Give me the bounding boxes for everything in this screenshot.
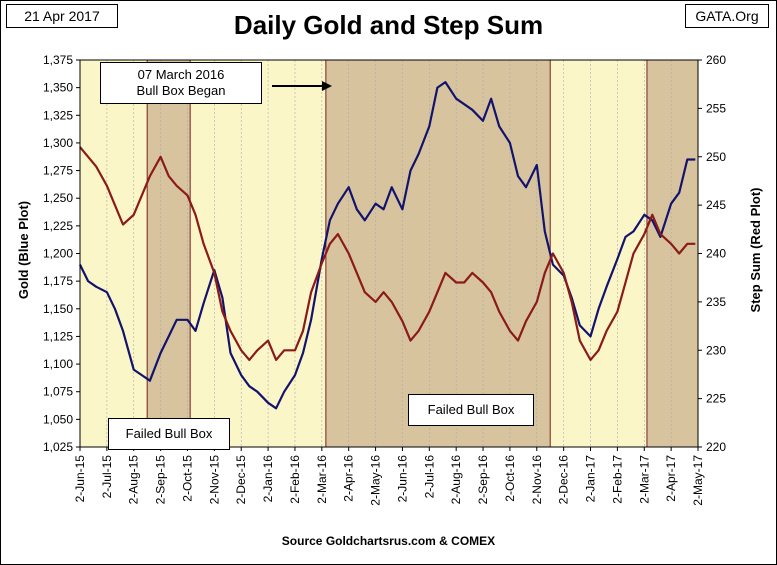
left-tick-label: 1,075 xyxy=(43,385,73,399)
right-tick-label: 240 xyxy=(706,247,726,261)
x-tick-label: 2-Aug-16 xyxy=(449,455,463,505)
right-axis-title: Step Sum (Red Plot) xyxy=(748,188,763,313)
shaded-box-2 xyxy=(646,59,699,448)
failed-bull-box-mid: Failed Bull Box xyxy=(408,394,534,426)
step-sum-series-line xyxy=(79,146,696,361)
x-tick-label: 2-Oct-15 xyxy=(180,455,194,502)
shaded-box-1 xyxy=(325,59,551,448)
date-label: 21 Apr 2017 xyxy=(6,4,118,28)
x-tick-label: 2-Jan-16 xyxy=(261,455,275,503)
right-tick-label: 245 xyxy=(706,198,726,212)
x-tick-label: 2-Apr-17 xyxy=(664,455,678,502)
x-tick-label: 2-Dec-16 xyxy=(557,455,571,505)
x-tick-label: 2-Apr-16 xyxy=(342,455,356,502)
x-tick-label: 2-Feb-16 xyxy=(288,455,302,504)
x-tick-label: 2-Nov-16 xyxy=(530,455,544,505)
x-tick-label: 2-Nov-15 xyxy=(207,455,221,505)
right-tick-label: 250 xyxy=(706,150,726,164)
x-tick-label: 2-Sep-15 xyxy=(154,455,168,505)
right-tick-label: 220 xyxy=(706,440,726,454)
gridlines xyxy=(79,60,699,447)
left-tick-label: 1,125 xyxy=(43,329,73,343)
arrow-head xyxy=(322,81,332,91)
gold-series-line xyxy=(79,80,696,410)
x-tick-label: 2-Feb-17 xyxy=(610,455,624,504)
x-tick-label: 2-Jul-16 xyxy=(422,455,436,499)
bull-box-began-line1: 07 March 2016 xyxy=(137,67,225,82)
x-tick-label: 2-Aug-15 xyxy=(127,455,141,505)
failed-bull-box-left: Failed Bull Box xyxy=(108,418,230,450)
x-tick-label: 2-May-17 xyxy=(691,455,705,506)
right-tick-label: 225 xyxy=(706,392,726,406)
x-tick-label: 2-Mar-17 xyxy=(637,455,651,504)
left-tick-label: 1,375 xyxy=(43,53,73,67)
left-tick-label: 1,250 xyxy=(43,191,73,205)
x-tick-label: 2-May-16 xyxy=(369,455,383,506)
x-tick-label: 2-Dec-15 xyxy=(234,455,248,505)
right-tick-label: 230 xyxy=(706,343,726,357)
left-tick-label: 1,025 xyxy=(43,440,73,454)
source-footer: Source Goldchartsrus.com & COMEX xyxy=(281,534,496,548)
bull-box-began-annotation: 07 March 2016 Bull Box Began xyxy=(100,62,262,104)
left-tick-label: 1,200 xyxy=(43,247,73,261)
x-tick-label: 2-Jul-15 xyxy=(100,455,114,499)
right-tick-label: 255 xyxy=(706,101,726,115)
chart-title: Daily Gold and Step Sum xyxy=(233,10,544,40)
source-label: GATA.Org xyxy=(685,4,769,28)
left-tick-label: 1,100 xyxy=(43,357,73,371)
x-tick-label: 2-Jun-16 xyxy=(395,455,409,503)
left-tick-label: 1,225 xyxy=(43,219,73,233)
shaded-boxes xyxy=(146,59,699,448)
right-tick-label: 260 xyxy=(706,53,726,67)
x-tick-label: 2-Mar-16 xyxy=(315,455,329,504)
x-tick-label: 2-Sep-16 xyxy=(476,455,490,505)
left-tick-label: 1,050 xyxy=(43,412,73,426)
shaded-box-0 xyxy=(146,59,191,448)
left-axis-ticks: 1,025 1,050 1,075 1,100 1,125 1,150 1,175 1,200… xyxy=(43,53,80,454)
left-tick-label: 1,350 xyxy=(43,81,73,95)
left-tick-label: 1,275 xyxy=(43,164,73,178)
x-tick-label: 2-Jan-17 xyxy=(584,455,598,503)
x-tick-label: 2-Oct-16 xyxy=(503,455,517,502)
right-tick-label: 235 xyxy=(706,295,726,309)
left-tick-label: 1,175 xyxy=(43,274,73,288)
left-tick-label: 1,325 xyxy=(43,108,73,122)
right-axis-ticks: 220 225 230 235 240 245 250 255 260 xyxy=(698,53,726,454)
x-tick-label: 2-Jun-15 xyxy=(73,455,87,503)
bull-box-began-line2: Bull Box Began xyxy=(136,83,226,98)
left-axis-title: Gold (Blue Plot) xyxy=(16,201,31,299)
left-tick-label: 1,300 xyxy=(43,136,73,150)
series-lines xyxy=(79,80,696,410)
left-tick-label: 1,150 xyxy=(43,302,73,316)
x-axis-ticks: 2-Jun-15 2-Jul-15 2-Aug-15 2-Sep-15 2-Oct-15… xyxy=(73,447,705,506)
